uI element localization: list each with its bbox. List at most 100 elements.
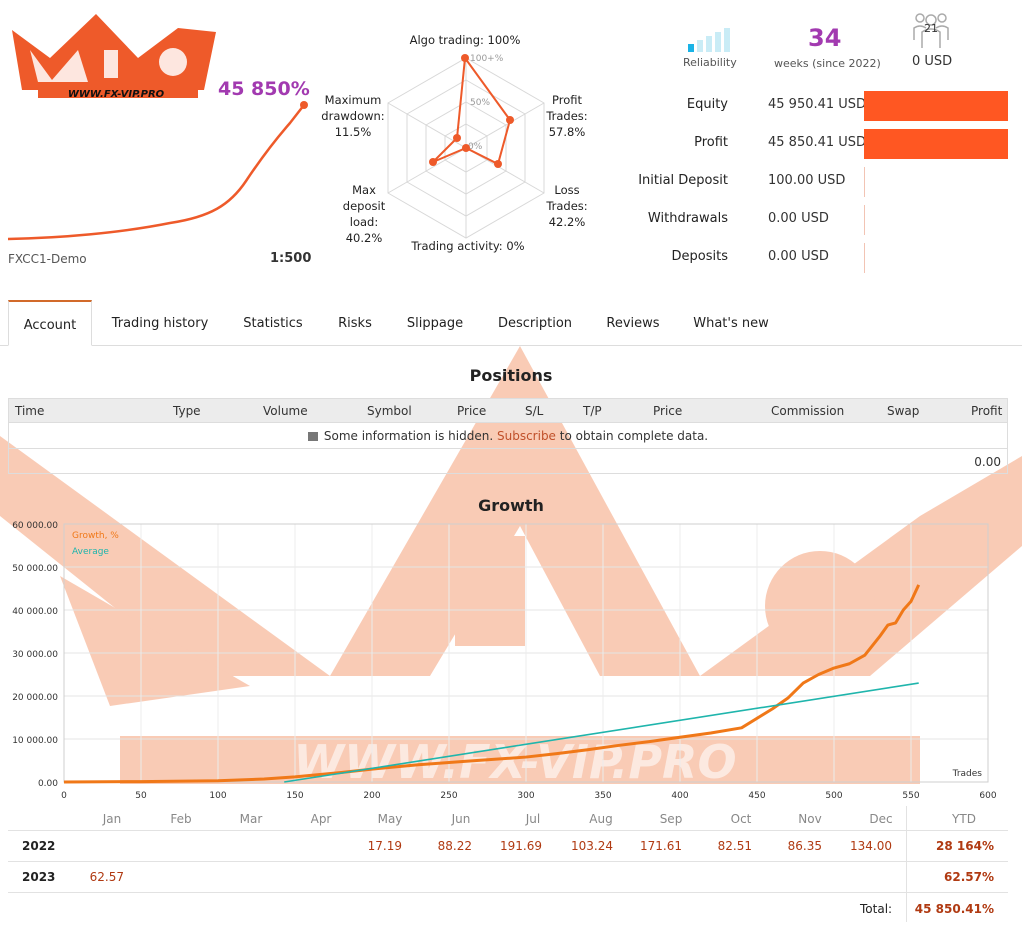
month-header: Feb <box>170 812 192 826</box>
col-volume: Volume <box>263 404 308 418</box>
month-value: 17.19 <box>367 839 402 853</box>
finance-bar <box>864 205 865 235</box>
x-tick-label: 150 <box>286 791 303 801</box>
x-tick-label: 450 <box>748 791 765 801</box>
leverage: 1:500 <box>270 251 312 266</box>
x-axis-label: Trades <box>952 769 983 779</box>
monthly-row-2022: 2022 17.19 88.22 191.69 103.24 171.61 82… <box>8 830 1008 860</box>
month-header: Jan <box>102 812 122 826</box>
subscribers-count: 21 <box>924 22 938 35</box>
reliability-label: Reliability <box>683 56 737 69</box>
subscribers-value: 0 USD <box>912 54 953 69</box>
month-value: 134.00 <box>850 839 892 853</box>
tab-account[interactable]: Account <box>8 300 92 346</box>
month-header: Jun <box>451 812 471 826</box>
col-price: Price <box>457 404 487 418</box>
tab-reviews[interactable]: Reviews <box>606 316 660 331</box>
col-sl: S/L <box>525 404 544 418</box>
radar-label-loss: Loss Trades: 42.2% <box>546 183 588 229</box>
radar-scale-100: 100+% <box>470 54 504 64</box>
col-swap: Swap <box>887 404 920 418</box>
row-year: 2022 <box>22 839 56 853</box>
month-value: 103.24 <box>571 839 613 853</box>
subscribers-icon <box>913 13 949 48</box>
x-tick-label: 250 <box>440 791 457 801</box>
tab-risks[interactable]: Risks <box>338 316 372 331</box>
radar-point-loss <box>494 160 502 168</box>
radar-point-drawdown <box>453 134 461 142</box>
row-ytd: 28 164% <box>936 839 994 853</box>
watermark-text: WWW.FX-VIP.PRO <box>293 735 736 789</box>
broker-server[interactable]: FXCC1-Demo <box>8 252 87 266</box>
y-tick-label: 0.00 <box>38 779 58 789</box>
monthly-total-row <box>8 892 1008 922</box>
radar-label-drawdown: Maximum drawdown: 11.5% <box>321 93 385 139</box>
month-header: Sep <box>659 812 683 826</box>
radar-label-profit: Profit Trades: 57.8% <box>546 93 588 139</box>
legend-growth: Growth, % <box>72 531 119 541</box>
x-tick-label: 100 <box>209 791 226 801</box>
x-tick-label: 50 <box>135 791 147 801</box>
hidden-info-suffix: to obtain complete data. <box>559 429 709 443</box>
positions-header: Time Type Volume Symbol Price S/L T/P Pr… <box>9 399 1007 423</box>
hidden-info-notice: Some information is hidden. Subscribe to… <box>9 423 1007 449</box>
tab-trading-history[interactable]: Trading history <box>111 316 209 331</box>
col-commission: Commission <box>771 404 845 418</box>
finance-value: 45 850.41 USD <box>768 135 867 150</box>
ytd-separator <box>906 806 907 922</box>
x-tick-label: 550 <box>902 791 919 801</box>
total-value: 45 850.41% <box>914 902 994 916</box>
weeks-count: 34 <box>808 24 842 52</box>
finance-row-equity: Equity 45 950.41 USD <box>620 91 1020 121</box>
risk-radar: 100+% 50% 0% Algo trading: 100% Profit T… <box>310 28 600 260</box>
finance-row-profit: Profit 45 850.41 USD <box>620 129 1020 159</box>
col-price-close: Price <box>653 404 683 418</box>
tab-description[interactable]: Description <box>497 316 573 331</box>
row-year: 2023 <box>22 870 56 884</box>
monthly-returns-table: Jan Feb Mar Apr May Jun Jul Aug Sep Oct … <box>8 806 1008 922</box>
x-tick-label: 500 <box>825 791 842 801</box>
col-type: Type <box>173 404 201 418</box>
month-value: 191.69 <box>500 839 542 853</box>
x-tick-label: 400 <box>671 791 688 801</box>
y-tick-label: 60 000.00 <box>12 521 58 531</box>
finance-row-initial-deposit: Initial Deposit 100.00 USD <box>620 167 1020 197</box>
col-profit: Profit <box>971 404 1003 418</box>
weeks-label: weeks (since 2022) <box>774 57 881 70</box>
growth-series-line <box>63 584 921 784</box>
growth-chart: 0.00 10 000.00 20 000.00 30 000.00 40 000.00… <box>12 521 997 801</box>
growth-title: Growth <box>478 496 544 515</box>
month-header: Nov <box>798 812 822 826</box>
month-header: Mar <box>239 812 263 826</box>
month-header: Jul <box>525 812 541 826</box>
tab-whats-new[interactable]: What's new <box>693 316 769 331</box>
finance-value: 0.00 USD <box>768 211 829 226</box>
month-value: 86.35 <box>787 839 822 853</box>
radar-point-profit <box>506 116 514 124</box>
average-series-line <box>284 682 919 783</box>
col-time: Time <box>15 404 45 418</box>
watermark: WWW.FX-VIP.PRO <box>0 346 1022 789</box>
positions-total-profit: 0.00 <box>974 455 1001 469</box>
radar-scale-50: 50% <box>470 98 490 108</box>
subscribe-link[interactable]: Subscribe <box>496 429 556 443</box>
radar-label-algo: Algo trading: 100% <box>409 33 521 47</box>
y-tick-label: 40 000.00 <box>12 607 58 617</box>
finance-bar <box>864 167 865 197</box>
plot-frame <box>63 523 989 783</box>
x-tick-label: 350 <box>594 791 611 801</box>
radar-label-activity: Trading activity: 0% <box>411 239 525 253</box>
hidden-info-text: Some information is hidden. <box>323 429 494 443</box>
lock-icon <box>307 432 318 441</box>
y-tick-label: 30 000.00 <box>12 650 58 660</box>
radar-point-algo <box>461 54 469 62</box>
month-value: 171.61 <box>640 839 682 853</box>
month-header: Aug <box>589 812 613 826</box>
radar-point-activity <box>462 144 470 152</box>
y-tick-label: 50 000.00 <box>12 564 58 574</box>
col-symbol: Symbol <box>367 404 412 418</box>
total-label: Total: <box>860 902 893 916</box>
tab-slippage[interactable]: Slippage <box>406 316 464 331</box>
tab-statistics[interactable]: Statistics <box>243 316 303 331</box>
radar-svg: 100+% 50% 0% <box>387 54 545 239</box>
